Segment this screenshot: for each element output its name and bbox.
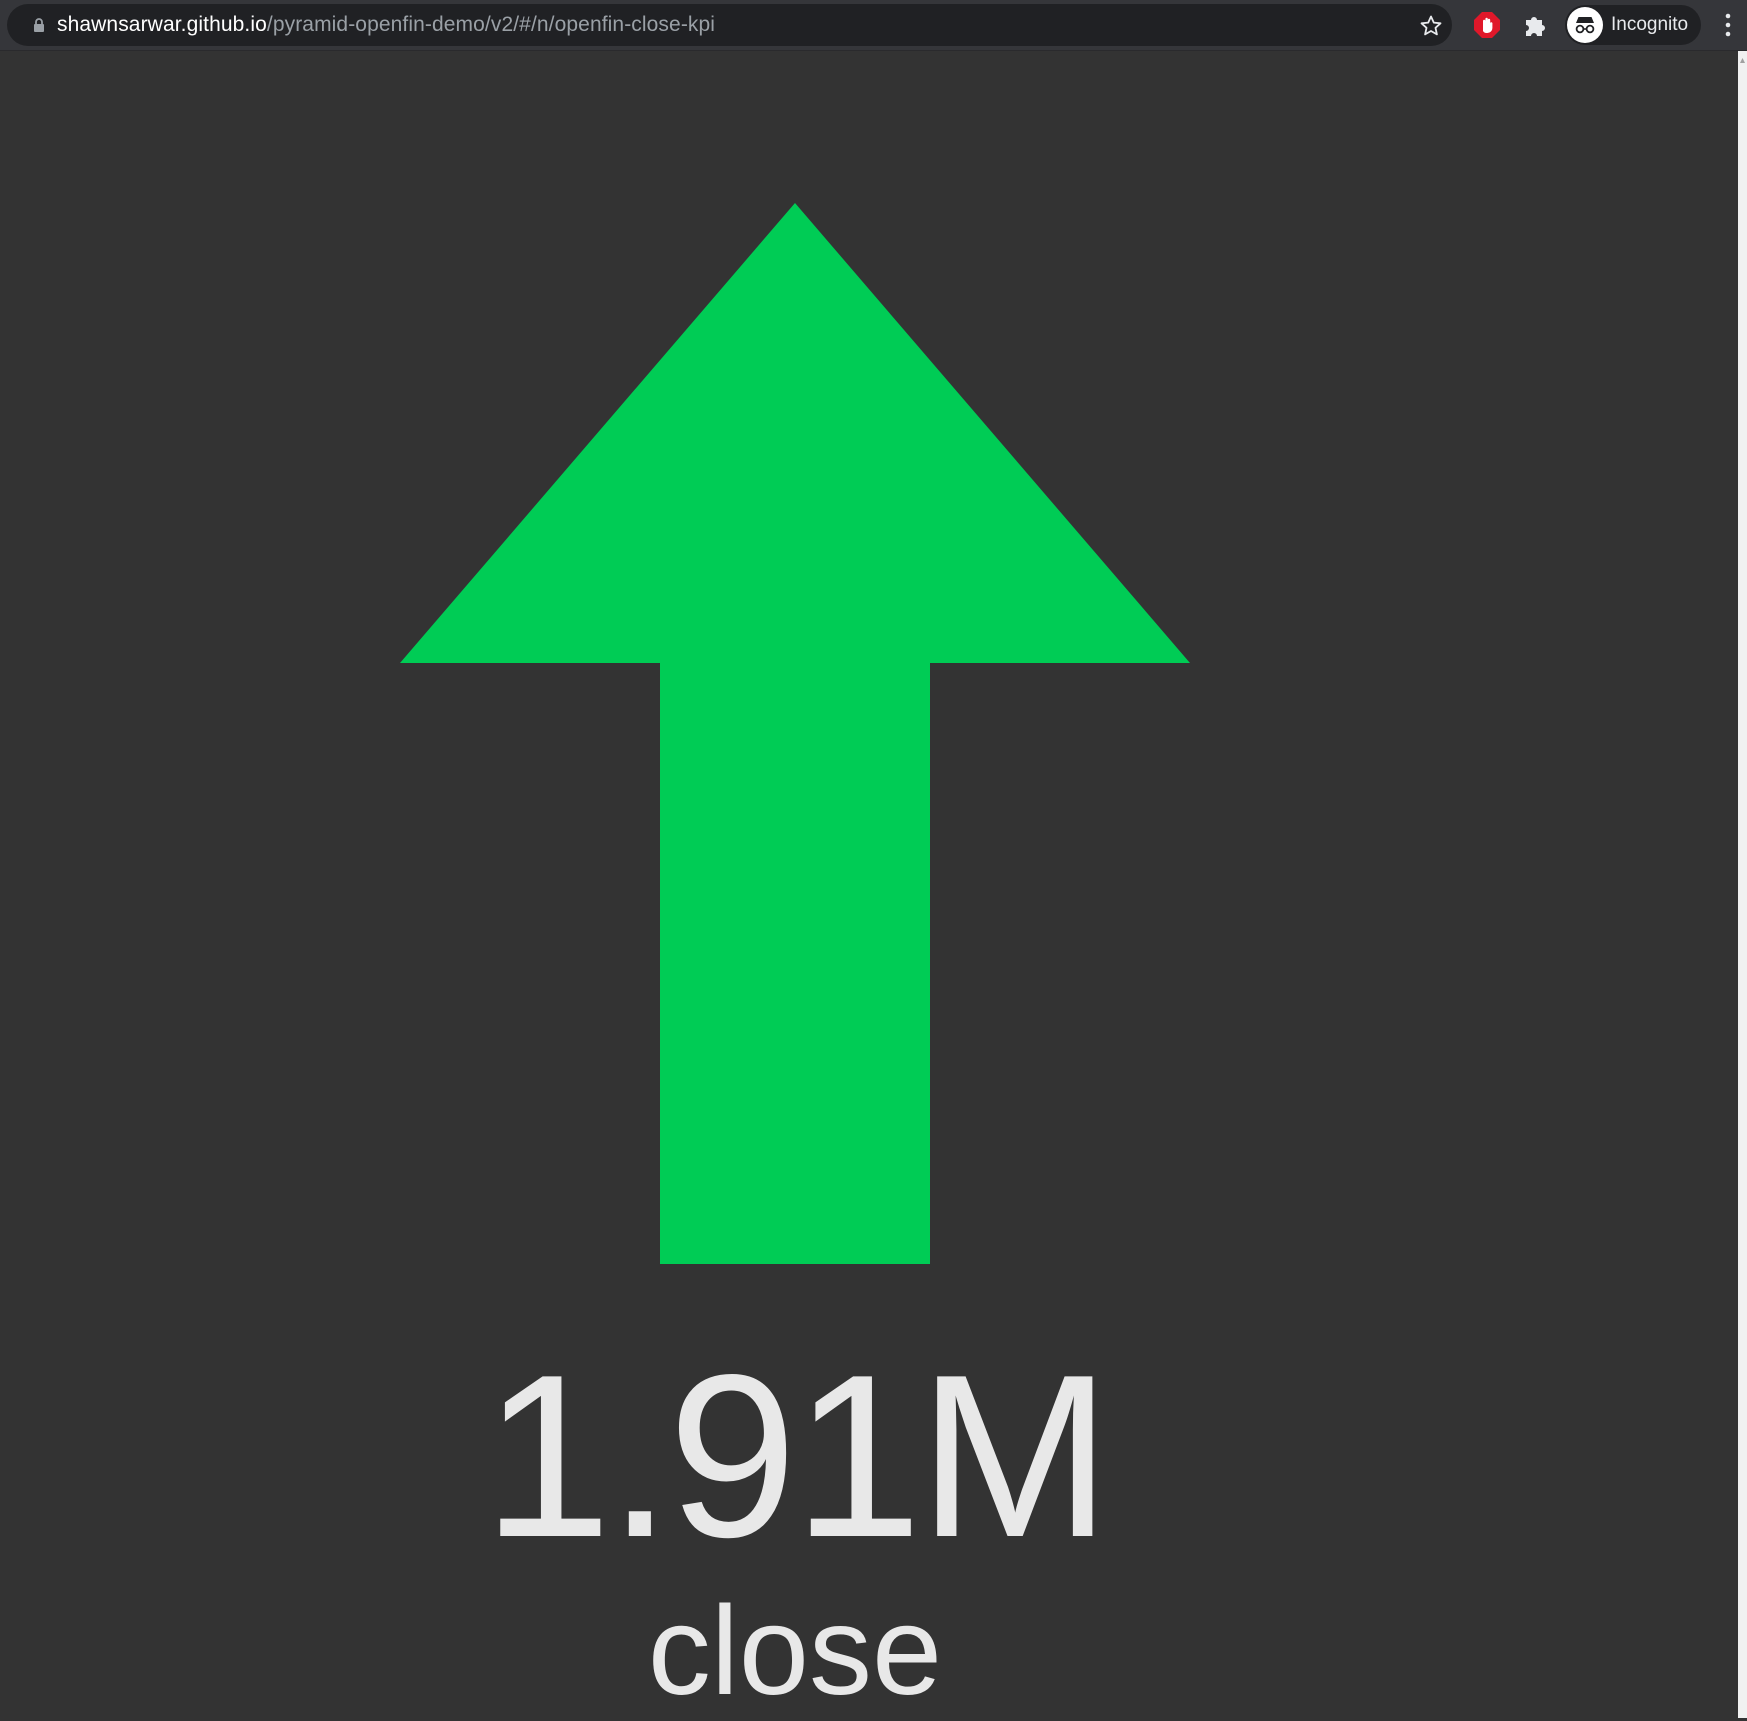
browser-toolbar: shawnsarwar.github.io/pyramid-openfin-de… — [0, 0, 1747, 51]
scroll-up-arrow-icon[interactable] — [1739, 54, 1746, 76]
kpi-arrow-shape — [400, 203, 1190, 1264]
kebab-menu-icon[interactable] — [1720, 12, 1736, 38]
lock-icon[interactable] — [33, 18, 45, 32]
profile-button[interactable]: Incognito — [1565, 5, 1701, 45]
address-bar[interactable]: shawnsarwar.github.io/pyramid-openfin-de… — [7, 4, 1452, 46]
profile-label: Incognito — [1611, 14, 1689, 35]
page-viewport: 1.91M close — [0, 51, 1738, 1718]
stop-hand-icon[interactable] — [1473, 11, 1501, 39]
url-host: shawnsarwar.github.io — [57, 13, 267, 36]
puzzle-icon[interactable] — [1522, 12, 1548, 38]
kpi-label: close — [647, 1580, 943, 1721]
url-text[interactable]: shawnsarwar.github.io/pyramid-openfin-de… — [57, 4, 715, 46]
vertical-scrollbar[interactable] — [1738, 51, 1747, 1718]
incognito-icon — [1567, 7, 1603, 43]
url-path: /pyramid-openfin-demo/v2/#/n/openfin-clo… — [266, 13, 716, 36]
star-icon[interactable] — [1419, 14, 1443, 38]
kpi-value: 1.91M — [482, 1327, 1112, 1586]
arrow-up-icon — [400, 203, 1190, 1264]
